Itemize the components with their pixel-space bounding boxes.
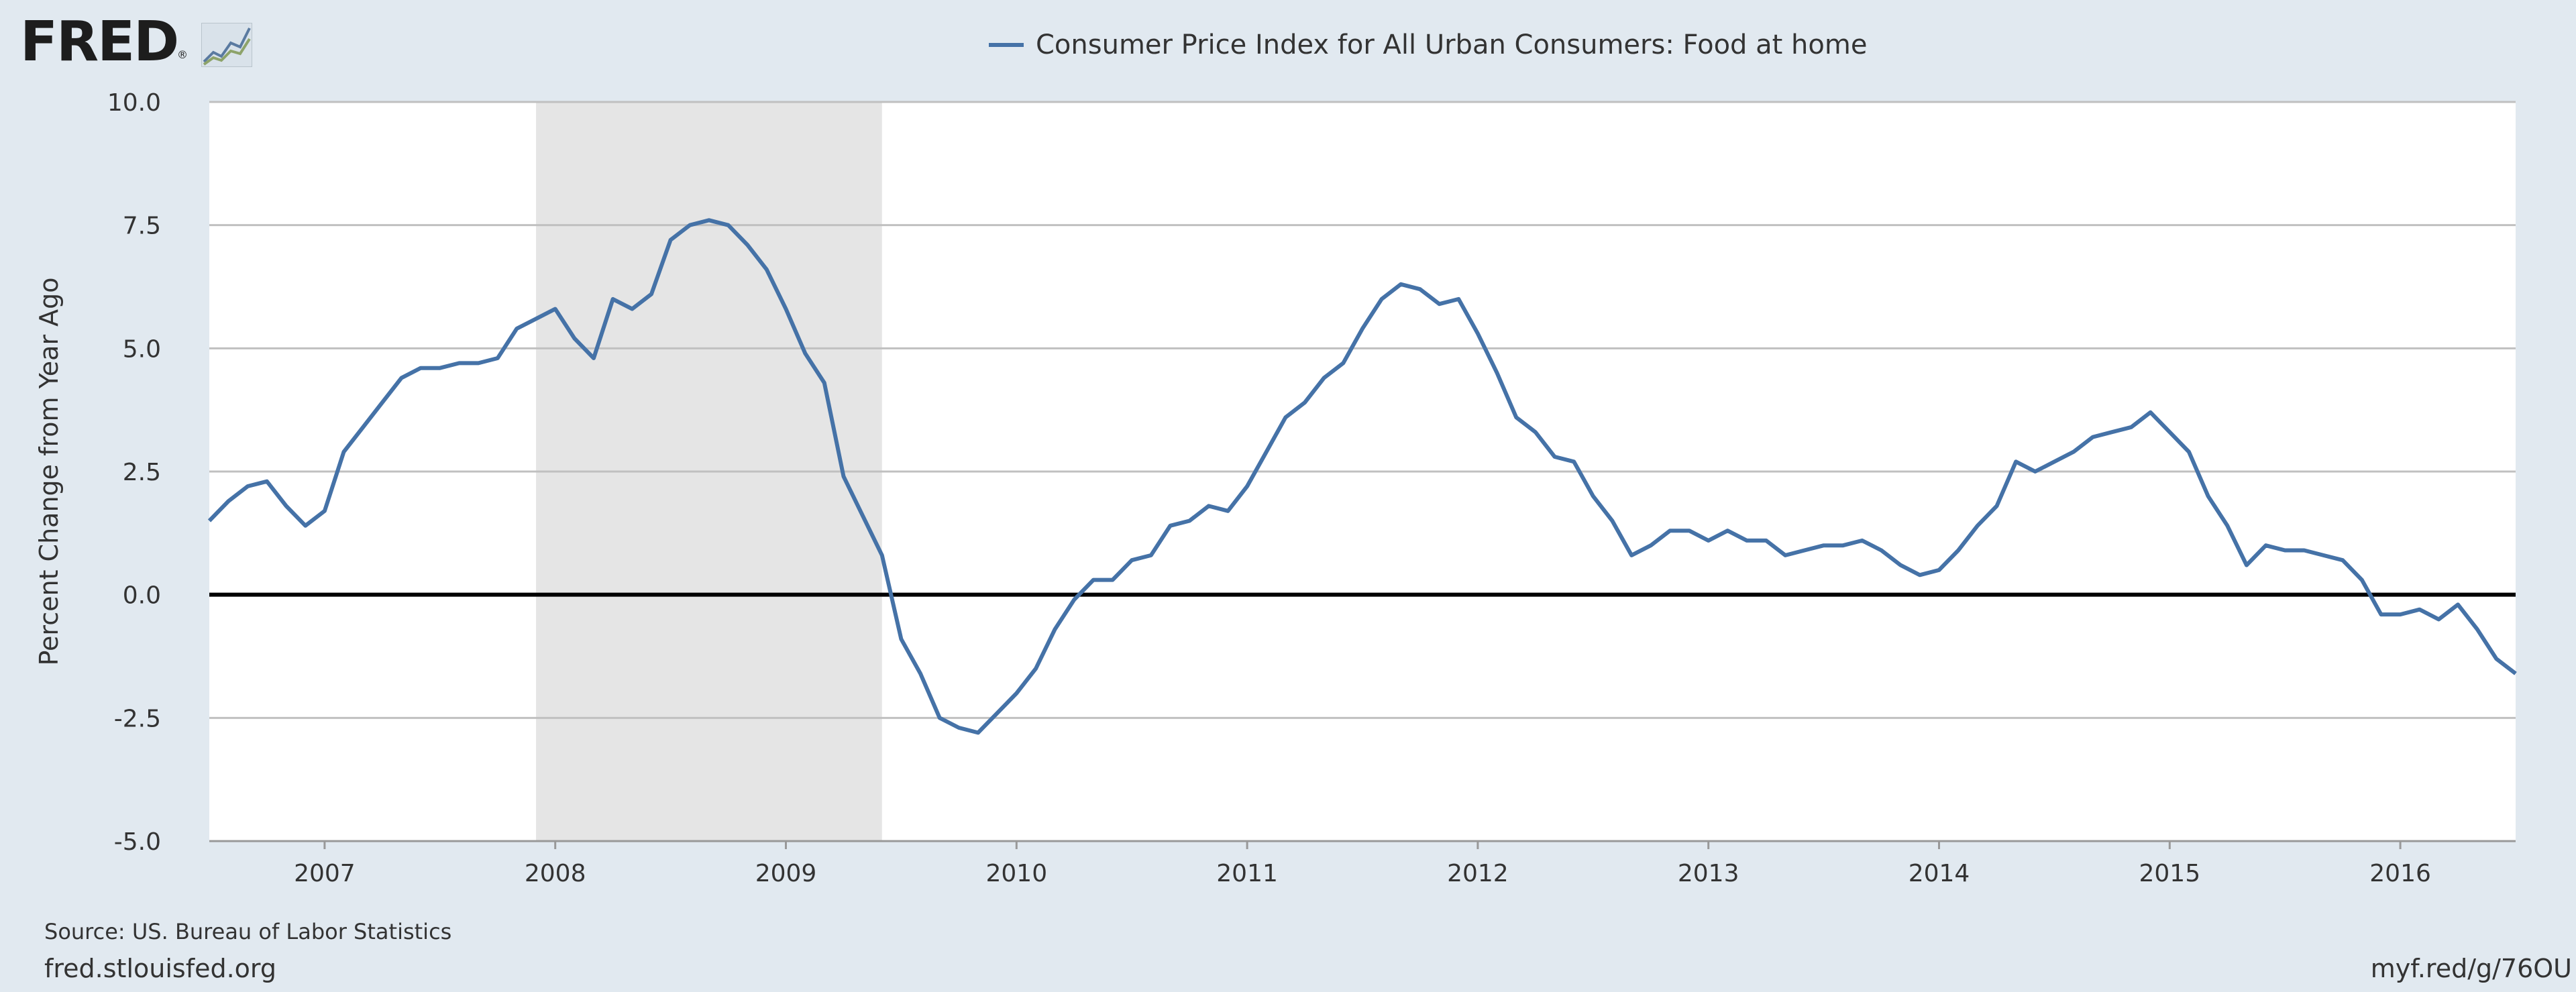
fred-logo-graph-icon xyxy=(201,23,252,67)
legend-series-swatch xyxy=(989,43,1024,47)
x-tick-label: 2015 xyxy=(2139,860,2200,887)
x-tick-label: 2016 xyxy=(2369,860,2431,887)
y-axis-label: Percent Change from Year Ago xyxy=(34,277,64,665)
fred-logo-registered-mark: ® xyxy=(177,48,188,61)
x-tick-label: 2011 xyxy=(1216,860,1278,887)
source-note: Source: US. Bureau of Labor Statistics xyxy=(44,919,452,944)
x-tick-label: 2013 xyxy=(1678,860,1739,887)
fred-logo: FRED xyxy=(20,15,179,70)
short-link[interactable]: myf.red/g/76OU xyxy=(2370,954,2572,983)
legend-series-label: Consumer Price Index for All Urban Consu… xyxy=(1036,30,1868,60)
y-tick-label: -2.5 xyxy=(114,705,161,732)
y-axis-ticks: -5.0 -2.5 0.0 2.5 5.0 7.5 10.0 xyxy=(107,89,161,856)
y-tick-label: -5.0 xyxy=(114,828,161,856)
x-axis-ticks: 2007 2008 2009 2010 2011 2012 2013 2014 2015 2016 xyxy=(209,840,2516,887)
y-tick-label: 0.0 xyxy=(123,582,161,610)
x-tick-label: 2012 xyxy=(1447,860,1509,887)
x-tick-label: 2008 xyxy=(525,860,586,887)
y-tick-label: 5.0 xyxy=(123,335,161,363)
chart-legend: Consumer Price Index for All Urban Consu… xyxy=(989,30,1867,60)
y-tick-label: 7.5 xyxy=(123,213,161,240)
grid-lines xyxy=(209,101,2516,842)
x-tick-label: 2010 xyxy=(985,860,1047,887)
series-line-food-at-home-cpi xyxy=(207,218,2517,735)
fred-logo-text: FRED xyxy=(20,10,179,74)
x-tick-label: 2014 xyxy=(1909,860,1970,887)
x-tick-label: 2009 xyxy=(755,860,817,887)
y-tick-label: 10.0 xyxy=(107,89,161,117)
x-tick-label: 2007 xyxy=(294,860,356,887)
fred-site-link[interactable]: fred.stlouisfed.org xyxy=(44,954,276,983)
y-tick-label: 2.5 xyxy=(123,459,161,486)
